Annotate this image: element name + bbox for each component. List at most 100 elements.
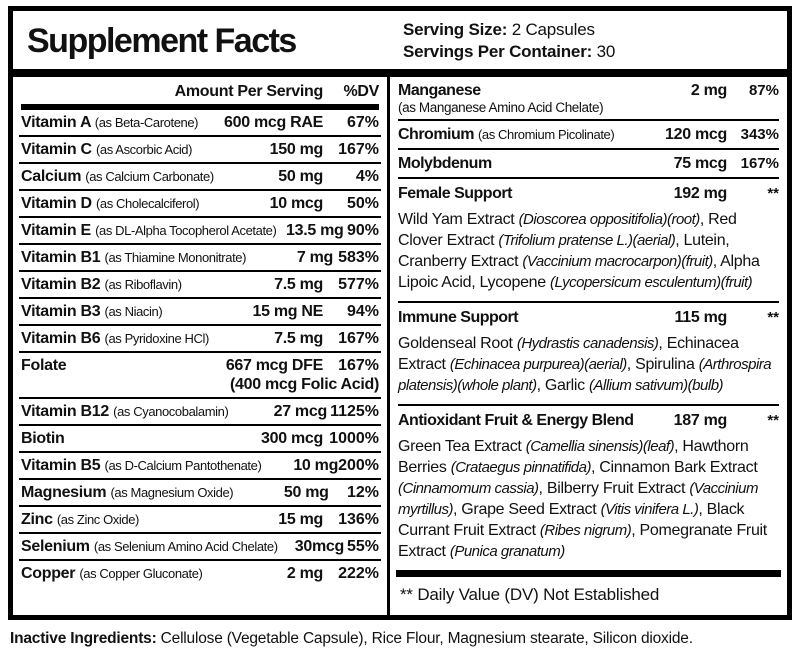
nutrient-form: (as D-Calcium Pantothenate) [104,458,262,473]
nutrient-amount: 50 mg [283,484,329,501]
nutrient-row-vitamin-b5: Vitamin B5 (as D-Calcium Pantothenate) 10… [19,453,381,480]
nutrient-dv: 94% [346,303,379,320]
nutrient-name: Manganese [398,82,481,99]
nutrient-dv: 55% [346,538,379,555]
nutrient-dv: 1125% [330,403,379,420]
nutrient-name: Vitamin B5 [21,457,105,474]
nutrient-dv: 343% [740,126,779,143]
nutrient-name: Selenium [21,538,94,555]
nutrient-name: Vitamin B1 [21,249,105,266]
nutrient-name: Calcium [21,168,86,185]
nutrient-form: (as Cyanocobalamin) [113,404,229,419]
blend-dv: ** [767,309,779,326]
nutrient-name: Vitamin B2 [21,276,105,293]
nutrient-row-vitamin-b2: Vitamin B2 (as Riboflavin) 7.5 mg 577% [19,272,381,299]
header-divider-bar [13,69,787,77]
nutrient-name: Vitamin E [21,222,96,239]
panel-header: Supplement Facts Serving Size: 2 Capsule… [13,11,787,69]
nutrient-form: (as Cholecalciferol) [95,196,200,211]
nutrient-amount: 50 mg [278,168,323,185]
nutrient-form: (as Chromium Picolinate) [477,127,615,142]
nutrient-row-zinc: Zinc (as Zinc Oxide) 15 mg 136% [19,507,381,534]
nutrient-row-biotin: Biotin 300 mcg 1000% [19,426,381,453]
nutrient-dv: 12% [346,484,379,501]
nutrient-amount: 7.5 mg [274,276,323,293]
folate-folic-acid-note: (400 mcg Folic Acid) [229,376,379,393]
percent-dv-header: %DV [343,83,379,100]
nutrient-amount: 2 mg [286,565,323,582]
blend-name: Immune Support [398,309,519,326]
nutrient-row-vitamin-b6: Vitamin B6 (as Pyridoxine HCl) 7.5 mg 167% [19,326,381,353]
nutrient-amount: 667 mcg DFE [225,357,323,374]
panel-title: Supplement Facts [27,21,297,60]
nutrient-amount: 75 mcg [673,155,728,172]
nutrient-dv: 50% [346,195,379,212]
nutrient-row-copper: Copper (as Copper Gluconate) 2 mg 222% [19,561,381,586]
blend-row-immune-support: Immune Support 115 mg ** [398,301,779,329]
nutrient-amount: 10 mcg [269,195,324,212]
nutrient-name: Zinc [21,511,57,528]
blend-name: Antioxidant Fruit & Energy Blend [398,412,634,429]
supplement-facts-panel: Supplement Facts Serving Size: 2 Capsule… [8,6,792,620]
nutrient-amount: 7 mg [296,249,334,266]
nutrient-dv: 577% [338,276,379,293]
blend-row-antioxidant-blend: Antioxidant Fruit & Energy Blend 187 mg ** [398,404,779,432]
nutrient-dv: 222% [338,565,379,582]
nutrient-form: (as DL-Alpha Tocopherol Acetate) [95,223,277,238]
nutrient-form: (as Pyridoxine HCl) [104,331,210,346]
nutrient-form: (as Manganese Amino Acid Chelate) [398,100,604,115]
nutrient-form: (as Riboflavin) [104,277,182,292]
right-column: Manganese 2 mg 87% (as Manganese Amino Aci… [390,77,787,615]
nutrient-dv: 167% [740,155,779,172]
nutrient-form: (as Zinc Oxide) [56,512,140,527]
nutrient-amount: 300 mcg [261,430,323,447]
nutrient-form: (as Niacin) [104,304,163,319]
nutrient-name: Magnesium [21,484,111,501]
nutrient-dv: 200% [338,457,379,474]
nutrient-form: (as Magnesium Oxide) [110,485,234,500]
blend-dv: ** [767,185,779,202]
nutrient-dv: 136% [338,511,379,528]
nutrient-dv: 87% [748,82,779,99]
nutrient-form: (as Beta-Carotene) [94,115,199,130]
nutrient-dv: 167% [338,141,379,158]
nutrient-name: Chromium [398,126,478,143]
nutrient-amount: 120 mcg [665,126,727,143]
nutrient-dv: 583% [338,249,379,266]
left-header-bar [21,104,379,110]
nutrient-dv: 90% [346,222,379,239]
nutrient-dv: 167% [338,330,379,347]
serving-size-line: Serving Size: 2 Capsules [403,19,775,41]
nutrient-row-vitamin-e: Vitamin E (as DL-Alpha Tocopherol Acetat… [19,218,381,245]
antioxidant-blend-ingredients: Green Tea Extract (Camellia sinensis)(le… [398,438,767,560]
nutrient-name: Vitamin B12 [21,403,114,420]
nutrient-dv: 1000% [329,430,379,447]
nutrient-form: (as Copper Gluconate) [79,566,203,581]
nutrient-name: Folate [21,357,67,374]
blend-dv: ** [767,412,779,429]
nutrient-row-selenium: Selenium (as Selenium Amino Acid Chelate… [19,534,381,561]
nutrient-amount: 30mcg [294,538,345,555]
blend-amount: 187 mg [673,412,728,429]
nutrient-form: (as Calcium Carbonate) [85,169,214,184]
nutrient-name: Copper [21,565,80,582]
nutrient-row-manganese: Manganese 2 mg 87% (as Manganese Amino Aci… [398,77,779,121]
amount-per-serving-header: Amount Per Serving [174,83,324,100]
nutrient-row-vitamin-b1: Vitamin B1 (as Thiamine Mononitrate) 7 mg… [19,245,381,272]
nutrient-name: Biotin [21,430,65,447]
blend-amount: 192 mg [673,185,728,202]
nutrient-row-chromium: Chromium (as Chromium Picolinate) 120 mcg… [398,121,779,150]
nutrient-row-vitamin-a: Vitamin A (as Beta-Carotene) 600 mcg RAE 6… [19,110,381,137]
nutrient-row-vitamin-b12: Vitamin B12 (as Cyanocobalamin) 27 mcg 112… [19,399,381,426]
nutrient-dv: 67% [346,114,379,131]
nutrient-row-vitamin-b3: Vitamin B3 (as Niacin) 15 mg NE 94% [19,299,381,326]
daily-value-footnote: ** Daily Value (DV) Not Established [400,585,660,604]
inactive-ingredients-text: Cellulose (Vegetable Capsule), Rice Flou… [156,630,693,647]
nutrient-amount: 15 mg NE [252,303,323,320]
blend-name: Female Support [398,185,512,202]
servings-per-container-line: Servings Per Container: 30 [403,41,775,63]
blend-amount: 115 mg [674,309,728,326]
nutrient-dv: 167% [338,357,379,374]
serving-size-label: Serving Size: [403,20,508,39]
nutrient-name: Vitamin B3 [21,303,105,320]
